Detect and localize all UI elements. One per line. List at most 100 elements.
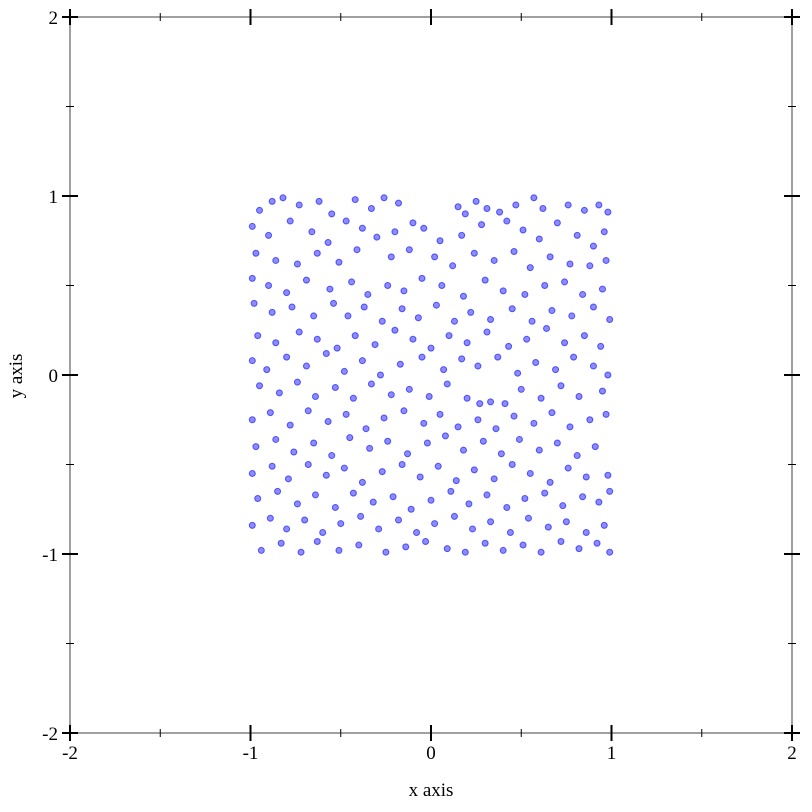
data-point bbox=[506, 529, 514, 537]
data-point bbox=[342, 410, 350, 418]
plot-frame bbox=[69, 16, 793, 734]
data-point bbox=[416, 473, 424, 481]
data-point bbox=[391, 326, 399, 334]
data-point bbox=[483, 491, 491, 499]
data-point bbox=[564, 464, 572, 472]
data-point bbox=[470, 466, 478, 474]
data-point bbox=[266, 409, 274, 417]
plot-border bbox=[69, 16, 793, 734]
data-point bbox=[508, 305, 516, 313]
data-point bbox=[461, 548, 469, 556]
data-point bbox=[398, 305, 406, 313]
data-point bbox=[564, 201, 572, 209]
data-point bbox=[375, 525, 383, 533]
data-point bbox=[523, 335, 531, 343]
data-point bbox=[465, 500, 473, 508]
data-point bbox=[483, 205, 491, 213]
data-point bbox=[265, 282, 273, 289]
data-point bbox=[546, 478, 554, 486]
data-point bbox=[400, 407, 408, 415]
data-point bbox=[395, 199, 403, 207]
data-point bbox=[310, 312, 318, 320]
data-point bbox=[364, 290, 372, 298]
data-point bbox=[459, 292, 467, 300]
data-point bbox=[515, 435, 523, 443]
data-point bbox=[472, 197, 480, 205]
y-tick-labels: -2 -1 0 1 2 bbox=[42, 8, 58, 745]
data-point bbox=[521, 290, 529, 298]
data-point bbox=[478, 221, 486, 229]
data-point bbox=[324, 239, 332, 247]
data-point bbox=[279, 194, 287, 202]
data-point bbox=[452, 477, 460, 485]
data-point bbox=[252, 443, 260, 451]
data-point bbox=[384, 437, 392, 445]
data-point bbox=[440, 366, 448, 374]
data-point bbox=[579, 290, 587, 298]
data-point bbox=[467, 308, 475, 316]
data-point bbox=[331, 503, 339, 511]
data-point bbox=[248, 357, 256, 365]
data-point bbox=[566, 423, 574, 431]
data-point bbox=[413, 529, 421, 537]
data-point bbox=[553, 219, 561, 227]
data-point bbox=[602, 410, 610, 418]
data-point bbox=[470, 249, 478, 257]
data-point bbox=[342, 217, 350, 225]
data-point bbox=[537, 394, 545, 402]
data-point bbox=[389, 493, 397, 501]
data-point bbox=[553, 439, 561, 447]
data-point bbox=[490, 256, 498, 264]
data-point bbox=[436, 410, 444, 418]
data-point bbox=[313, 249, 321, 257]
data-point bbox=[431, 253, 439, 261]
data-point bbox=[272, 339, 280, 347]
data-point bbox=[463, 394, 471, 402]
data-point bbox=[561, 339, 569, 347]
data-point bbox=[315, 197, 323, 205]
data-point bbox=[487, 316, 495, 324]
data-point bbox=[519, 226, 527, 234]
data-point bbox=[286, 421, 294, 429]
data-point bbox=[330, 299, 338, 307]
data-point bbox=[557, 382, 565, 390]
data-point bbox=[311, 491, 319, 499]
data-point bbox=[328, 452, 336, 460]
data-point bbox=[530, 194, 538, 202]
data-point bbox=[378, 468, 386, 476]
data-point bbox=[248, 521, 256, 529]
data-point bbox=[418, 353, 426, 361]
data-point bbox=[600, 228, 608, 236]
data-point bbox=[283, 353, 291, 361]
data-point bbox=[459, 446, 467, 454]
data-point bbox=[580, 206, 588, 214]
data-point bbox=[441, 432, 449, 440]
data-point bbox=[438, 282, 446, 289]
data-point bbox=[366, 444, 374, 452]
data-point bbox=[414, 314, 422, 322]
y-tick-label: 1 bbox=[49, 187, 59, 208]
data-point bbox=[324, 418, 332, 426]
data-point bbox=[290, 448, 298, 456]
data-point bbox=[391, 228, 399, 236]
data-point bbox=[337, 520, 345, 528]
data-point bbox=[602, 256, 610, 264]
data-point bbox=[357, 512, 365, 520]
data-point bbox=[582, 529, 590, 537]
x-tick-label: -1 bbox=[243, 743, 259, 764]
data-point bbox=[349, 489, 357, 497]
data-point bbox=[519, 541, 527, 549]
data-point bbox=[268, 197, 276, 205]
data-point bbox=[548, 409, 556, 417]
data-point bbox=[286, 217, 294, 225]
data-point bbox=[355, 541, 363, 549]
data-point bbox=[293, 260, 301, 268]
data-point bbox=[351, 332, 359, 340]
data-point bbox=[586, 416, 594, 424]
data-point bbox=[326, 285, 334, 293]
data-point bbox=[548, 307, 556, 315]
data-point bbox=[335, 546, 343, 554]
y-axis-title: y axis bbox=[6, 354, 27, 399]
data-point bbox=[367, 380, 375, 388]
